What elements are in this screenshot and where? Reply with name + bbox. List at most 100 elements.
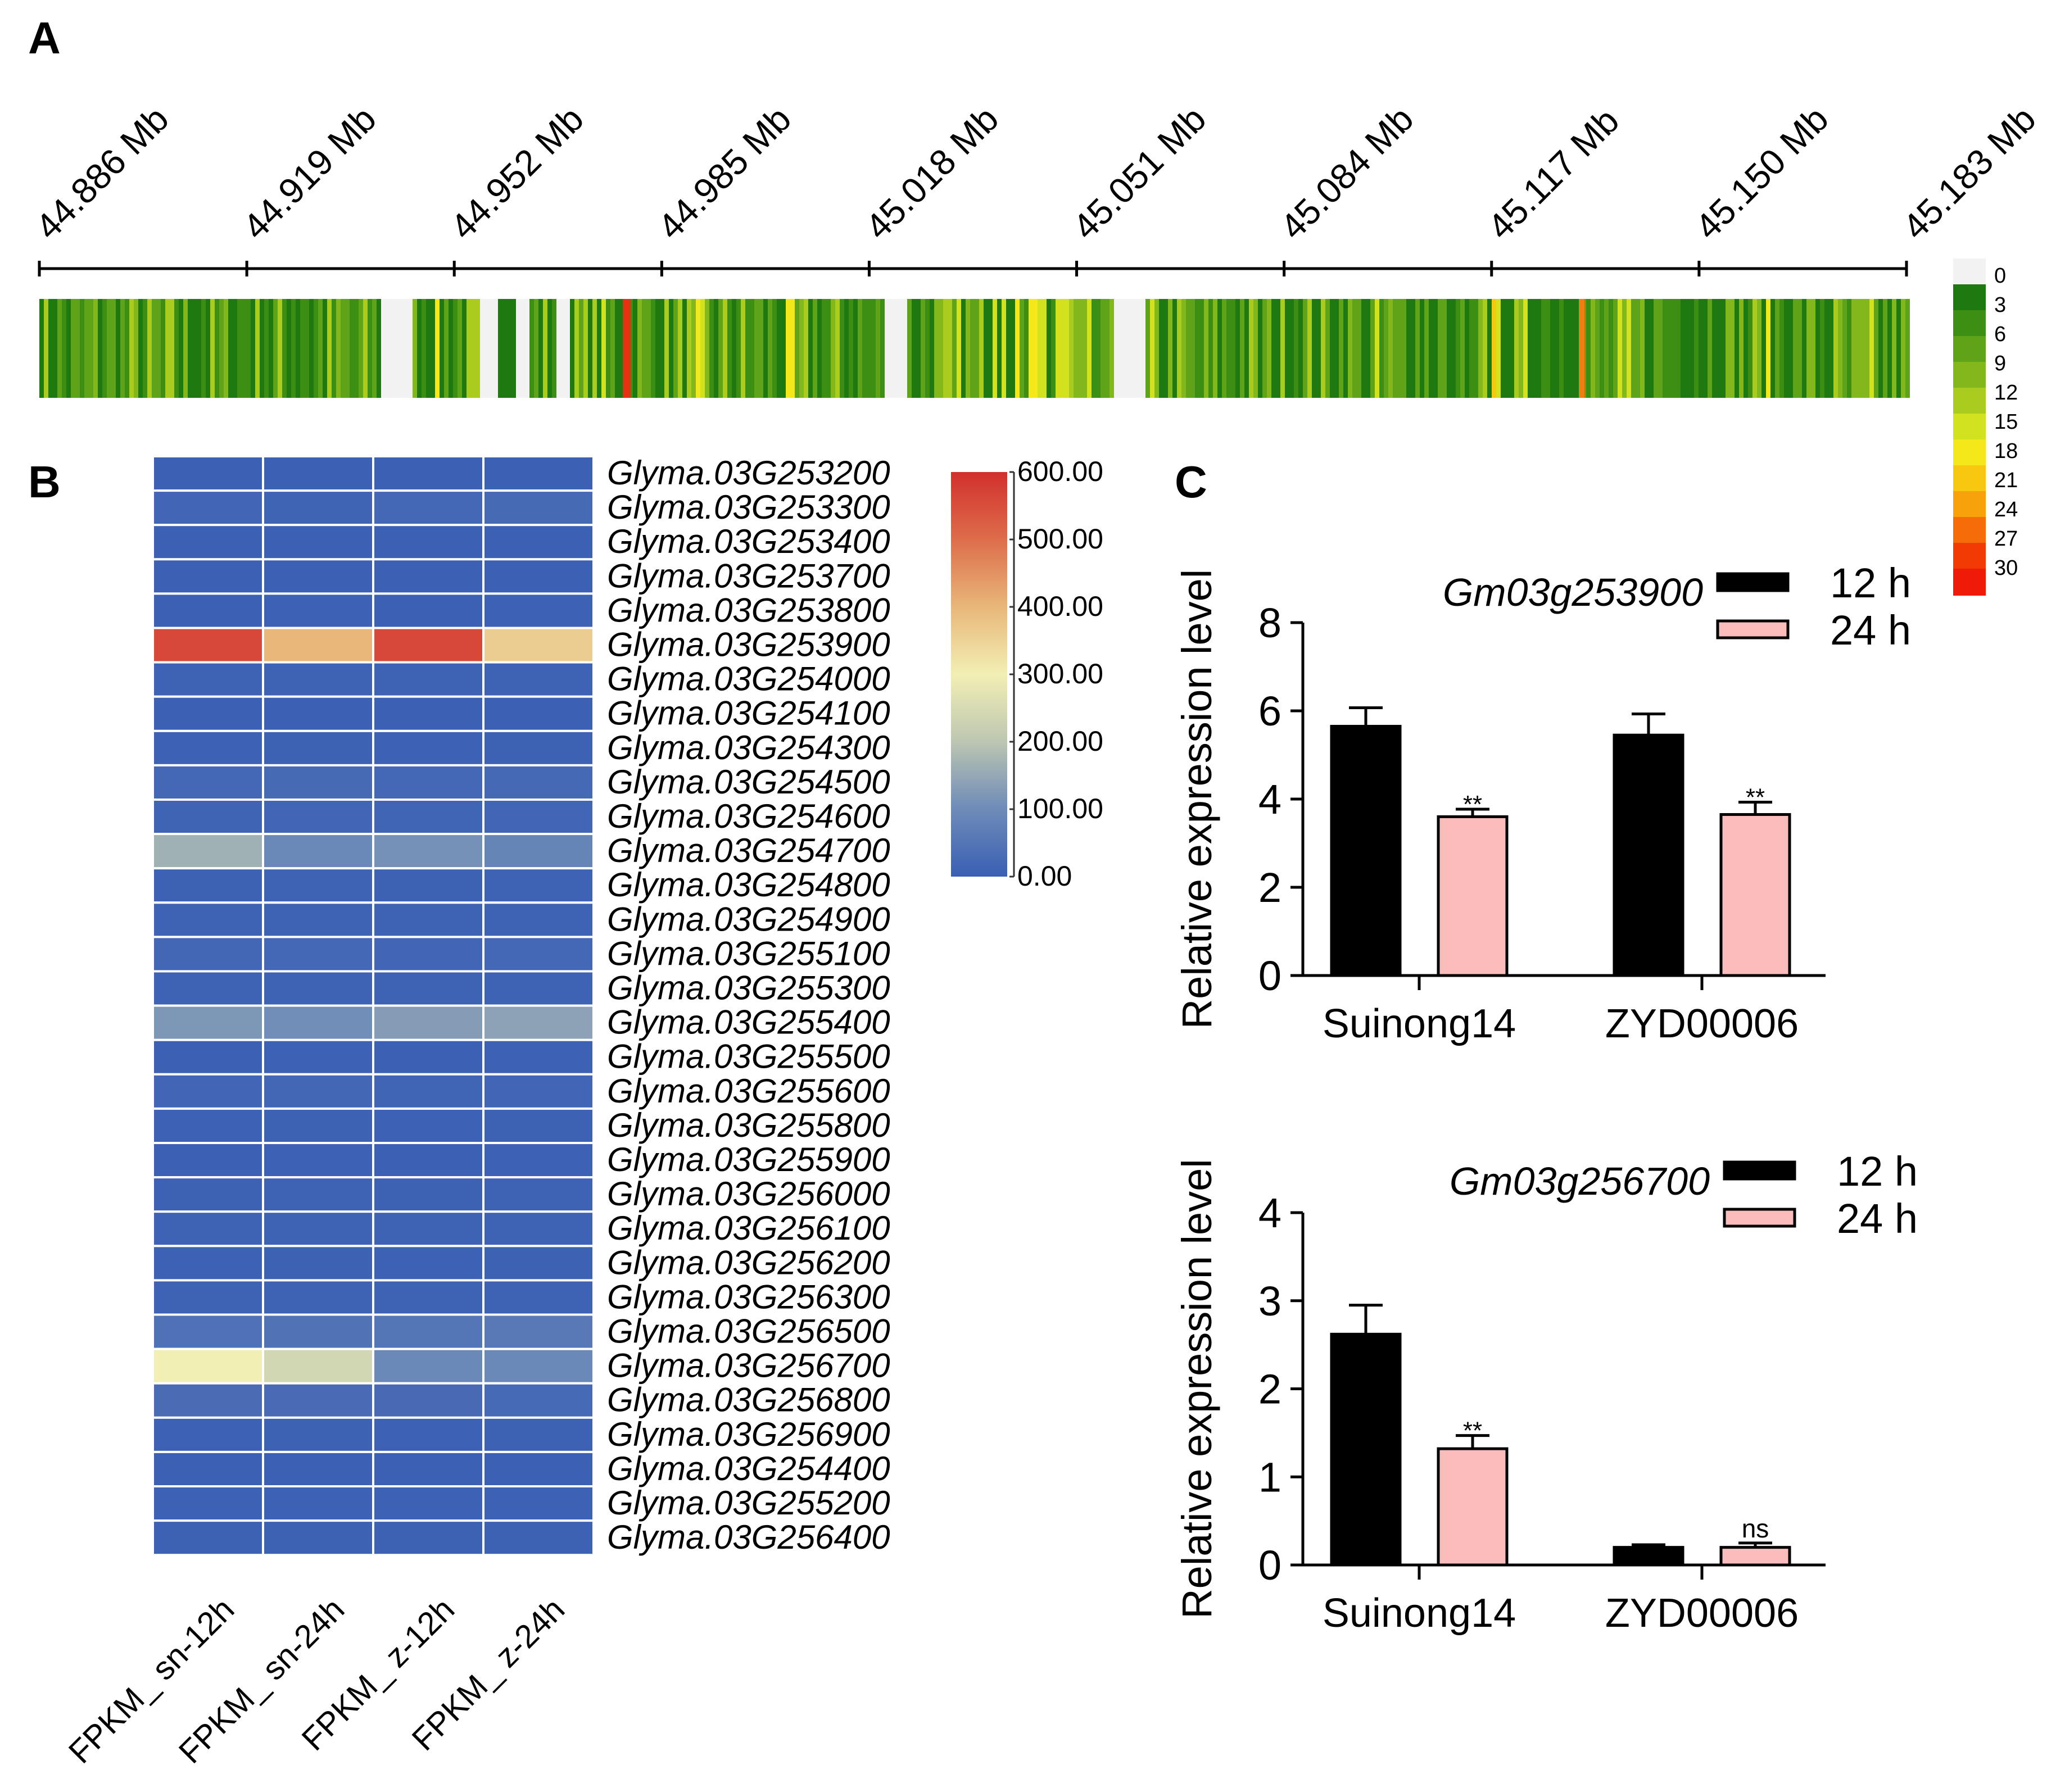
bar: [1613, 1546, 1684, 1567]
density-bin: [449, 299, 453, 398]
density-bin: [633, 299, 637, 398]
density-bin: [197, 299, 201, 398]
density-bin: [1600, 299, 1604, 398]
density-bin: [269, 299, 273, 398]
density-bin: [1285, 299, 1289, 398]
legend-swatch: [1953, 414, 1986, 441]
legend-label: 27: [1994, 527, 2018, 551]
y-tick-label: 6: [1258, 688, 1281, 734]
heatmap-cell: [262, 1107, 374, 1145]
density-bin: [1011, 299, 1015, 398]
density-bin: [1654, 299, 1658, 398]
heatmap-cell: [372, 729, 484, 766]
density-bin: [170, 299, 174, 398]
density-bin: [1366, 299, 1370, 398]
density-bin: [1460, 299, 1465, 398]
density-bin: [390, 299, 395, 398]
density-bin: [907, 299, 912, 398]
heatmap-cell: [482, 970, 595, 1007]
density-bin: [318, 299, 323, 398]
legend-swatch: [1723, 1160, 1796, 1181]
panel-b-heatmap: [152, 455, 595, 1557]
density-bin: [1712, 299, 1717, 398]
heatmap-cell: [482, 1348, 595, 1385]
heatmap-cell: [372, 1382, 484, 1419]
density-bin: [53, 299, 57, 398]
density-bin: [547, 299, 552, 398]
density-bin: [1824, 299, 1829, 398]
density-bin: [1181, 299, 1186, 398]
density-bin: [422, 299, 426, 398]
density-bin: [556, 299, 561, 398]
density-bin: [709, 299, 714, 398]
density-bin: [687, 299, 691, 398]
row-label: Glyma.03G253700: [607, 557, 890, 595]
row-label: Glyma.03G256000: [607, 1175, 890, 1213]
density-bin: [880, 299, 885, 398]
panel-b: B Glyma.03G253200Glyma.03G253300Glyma.03…: [28, 454, 1103, 1771]
density-bin: [727, 299, 732, 398]
axis-tick-label: 44.919 Mb: [235, 98, 384, 247]
significance-mark: **: [1746, 783, 1765, 811]
density-bin: [1033, 299, 1038, 398]
density-bin: [1289, 299, 1294, 398]
heatmap-cell: [152, 901, 264, 938]
density-bin: [1483, 299, 1487, 398]
heatmap-cell: [152, 970, 264, 1007]
density-bin: [327, 299, 332, 398]
row-label: Glyma.03G255200: [607, 1484, 890, 1522]
density-bin: [849, 299, 853, 398]
density-bin: [341, 299, 345, 398]
density-bin: [1510, 299, 1514, 398]
heatmap-cell: [482, 1004, 595, 1041]
y-tick-label: 0: [1258, 1542, 1281, 1589]
heatmap-cell: [152, 1210, 264, 1247]
density-bin: [669, 299, 673, 398]
density-bin: [75, 299, 80, 398]
density-bin: [116, 299, 120, 398]
heatmap-cell: [262, 524, 374, 561]
heatmap-cell: [262, 1313, 374, 1350]
density-bin: [858, 299, 862, 398]
density-bin: [102, 299, 107, 398]
density-bin: [1361, 299, 1366, 398]
axis-tick-label: 45.051 Mb: [1065, 98, 1214, 247]
density-bin: [786, 299, 790, 398]
density-bin: [961, 299, 966, 398]
y-tick-label: 2: [1258, 864, 1281, 911]
density-bin: [1690, 299, 1694, 398]
heatmap-cell: [372, 1450, 484, 1487]
heatmap-cell: [152, 1279, 264, 1316]
density-bin: [1092, 299, 1096, 398]
density-bin: [1896, 299, 1901, 398]
heatmap-cell: [372, 558, 484, 595]
heatmap-cell: [152, 936, 264, 973]
density-bin: [538, 299, 543, 398]
density-bin: [156, 299, 161, 398]
density-bin: [296, 299, 300, 398]
density-bin: [462, 299, 467, 398]
density-bin: [345, 299, 350, 398]
density-bin: [615, 299, 619, 398]
density-bin: [754, 299, 759, 398]
density-bin: [1631, 299, 1636, 398]
density-bin: [111, 299, 116, 398]
heatmap-cell: [262, 799, 374, 836]
row-label: Glyma.03G254700: [607, 832, 890, 869]
density-bin: [1586, 299, 1591, 398]
heatmap-cell: [372, 970, 484, 1007]
row-label: Glyma.03G256500: [607, 1313, 890, 1350]
density-bin: [1307, 299, 1312, 398]
heatmap-cell: [372, 1245, 484, 1282]
density-bin: [237, 299, 242, 398]
heatmap-cell: [152, 661, 264, 698]
legend-label: 12: [1994, 381, 2018, 405]
density-bin: [1609, 299, 1613, 398]
density-bin: [1110, 299, 1114, 398]
heatmap-cell: [152, 1176, 264, 1213]
density-bin: [1676, 299, 1681, 398]
heatmap-cell: [152, 558, 264, 595]
density-bin: [592, 299, 597, 398]
heatmap-cell: [482, 1519, 595, 1557]
